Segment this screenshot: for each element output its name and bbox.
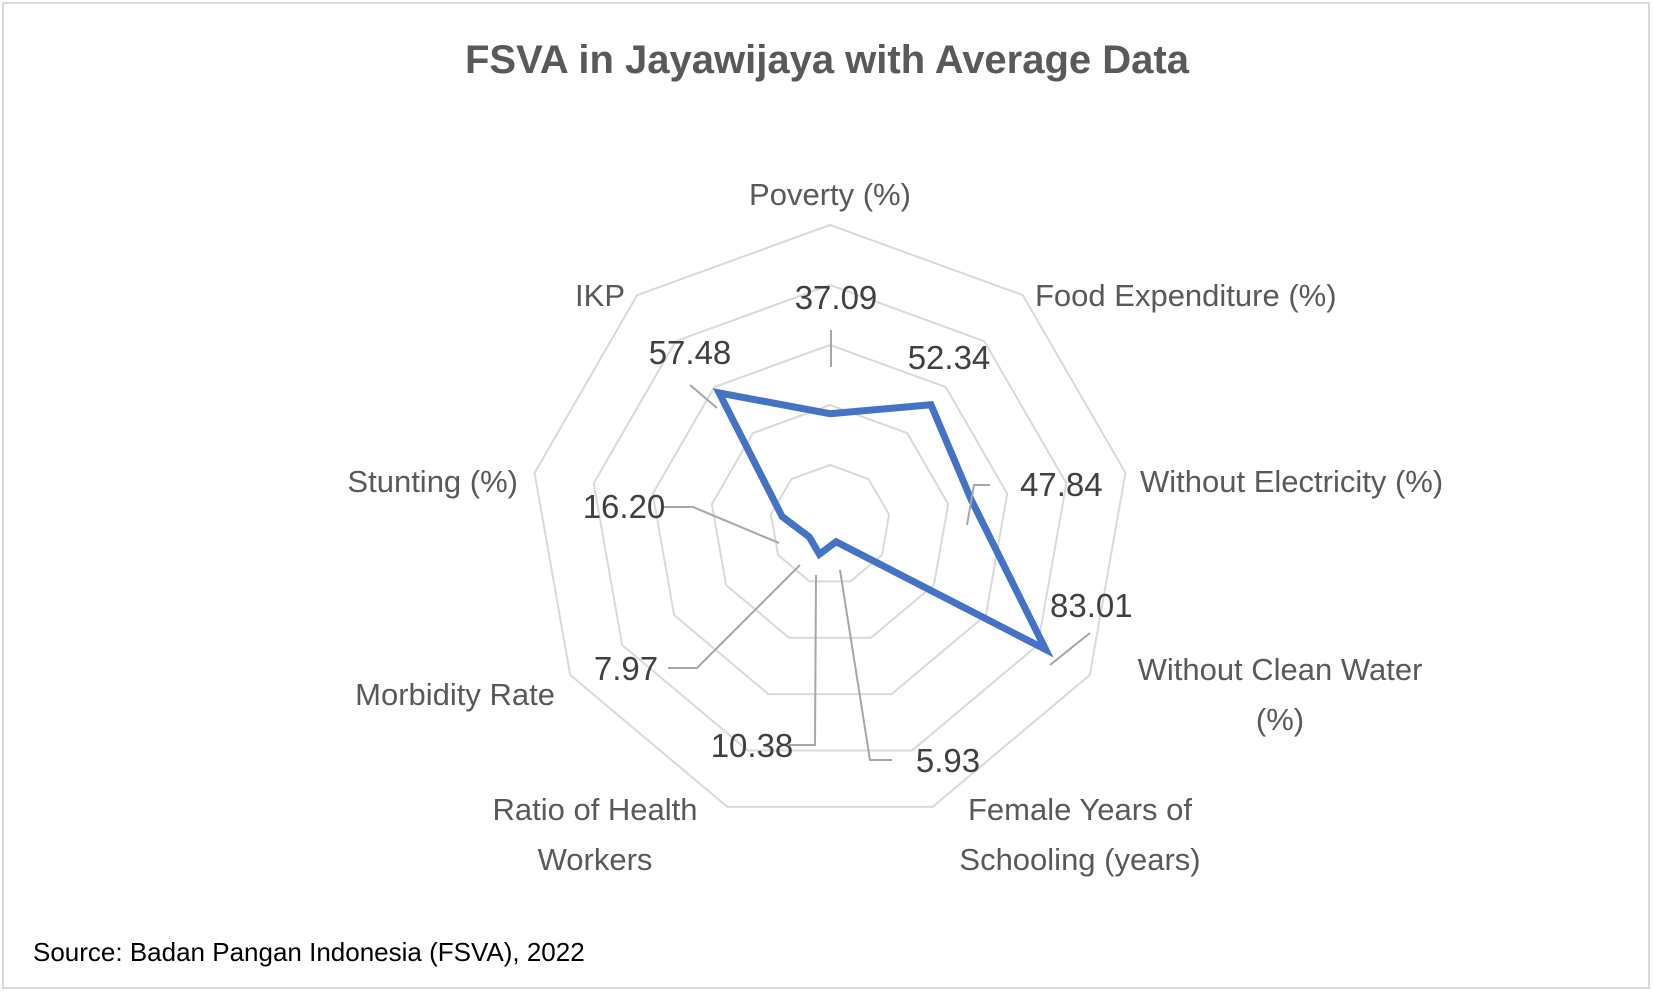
data-label-2: 47.84 (1020, 466, 1103, 503)
grid-ring-4 (592, 283, 1068, 752)
data-point-3 (1043, 647, 1048, 652)
data-point-1 (928, 402, 933, 407)
data-point-8 (717, 390, 722, 395)
data-label-1: 52.34 (908, 339, 991, 376)
leader-line-3 (1049, 632, 1091, 666)
grid-ring-5 (533, 223, 1127, 808)
axis-label-1: Food Expenditure (%) (1035, 278, 1337, 313)
grid-ring-1 (769, 463, 891, 583)
data-point-4 (834, 539, 839, 544)
leader-line-4 (839, 569, 892, 761)
data-label-3: 83.01 (1050, 587, 1133, 624)
leader-line-5 (789, 574, 817, 746)
axis-label-3: Without Clean Water (%) (1138, 652, 1423, 737)
data-label-8: 57.48 (649, 334, 732, 371)
data-point-7 (780, 514, 785, 519)
source-note: Source: Badan Pangan Indonesia (FSVA), 2… (33, 937, 585, 967)
axis-label-7: Stunting (%) (347, 464, 518, 499)
data-label-6: 7.97 (594, 650, 658, 687)
data-label-7: 16.20 (583, 488, 666, 525)
data-label-0: 37.09 (795, 279, 878, 316)
data-point-6 (807, 534, 812, 539)
axis-label-8: IKP (575, 278, 625, 313)
leader-line-2 (966, 484, 990, 526)
axis-label-6: Morbidity Rate (355, 677, 555, 712)
data-label-5: 10.38 (711, 727, 794, 764)
data-label-4: 5.93 (916, 742, 980, 779)
grid-ring-2 (710, 403, 950, 639)
leader-line-8 (689, 384, 718, 409)
axis-label-4: Female Years of Schooling (years) (959, 792, 1200, 877)
axis-label-0: Poverty (%) (749, 177, 911, 212)
axis-label-2: Without Electricity (%) (1140, 464, 1443, 499)
data-point-5 (817, 552, 822, 557)
leader-line-7 (664, 506, 780, 544)
chart-title: FSVA in Jayawijaya with Average Data (465, 38, 1189, 82)
grid-ring-3 (651, 343, 1009, 696)
data-point-0 (828, 411, 832, 416)
axis-label-5: Ratio of Health Workers (492, 792, 697, 877)
series-line (712, 388, 1054, 658)
leader-line-6 (668, 564, 801, 669)
